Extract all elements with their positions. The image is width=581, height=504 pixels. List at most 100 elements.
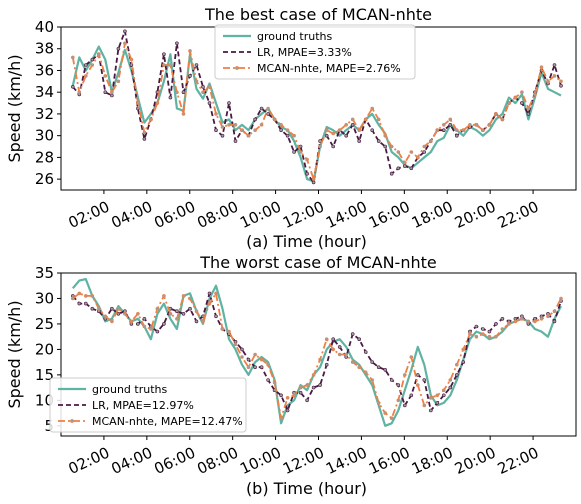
lr-point [181, 311, 186, 316]
chart-title: The worst case of MCAN-nhte [199, 253, 436, 272]
mcan-nhte-point [175, 90, 179, 94]
mcan-nhte-point [253, 352, 257, 357]
mcan-nhte-point [298, 150, 303, 154]
mcan-nhte-point [481, 332, 485, 336]
mcan-nhte-point [285, 395, 290, 400]
mcan-nhte-point [507, 322, 511, 326]
y-tick-label: 35 [35, 264, 54, 282]
mcan-nhte-point [201, 319, 205, 324]
lr-point [292, 150, 296, 154]
x-tick-label: 08:00 [194, 197, 241, 232]
mcan-nhte-point [311, 177, 316, 181]
lr-point [175, 309, 179, 314]
lr-line [72, 292, 562, 412]
lr-point [110, 306, 114, 311]
mcan-nhte-point [142, 324, 147, 329]
mcan-nhte-point [175, 316, 179, 321]
y-tick-label: 28 [35, 148, 54, 166]
y-tick-label: 30 [35, 289, 54, 307]
lr-point [552, 319, 557, 324]
mcan-nhte-point [110, 90, 114, 94]
mcan-nhte-point [279, 416, 283, 421]
lr-point [194, 63, 199, 67]
mcan-nhte-point [90, 63, 95, 67]
mcan-nhte-point [363, 117, 368, 122]
lr-point [344, 133, 349, 138]
mcan-nhte-point [97, 306, 101, 311]
mcan-nhte-point [370, 378, 375, 382]
mcan-nhte-point [272, 380, 277, 385]
lr-point [318, 383, 322, 387]
legend-marker [70, 419, 74, 423]
mcan-nhte-point [520, 90, 524, 94]
mcan-nhte-point [552, 309, 557, 314]
mcan-nhte-point [376, 401, 381, 405]
mcan-nhte-point [259, 123, 264, 127]
mcan-nhte-point [194, 79, 199, 84]
mcan-nhte-point [500, 117, 505, 122]
mcan-nhte-point [389, 416, 394, 421]
lr-point [441, 128, 446, 132]
lr-point [526, 112, 531, 116]
mcan-nhte-point [559, 79, 563, 84]
lr-point [84, 301, 88, 306]
lr-point [389, 171, 394, 176]
mcan-nhte-point [370, 106, 375, 111]
mcan-nhte-point [402, 161, 407, 165]
lr-point [266, 378, 270, 382]
mcan-nhte-point [207, 85, 212, 89]
mcan-nhte-point [539, 316, 544, 321]
lr-point [396, 166, 401, 171]
mcan-nhte-point [84, 74, 88, 78]
x-tick-label: 10:00 [237, 197, 284, 232]
lr-point [350, 123, 355, 127]
lr-point [188, 74, 192, 78]
mcan-nhte-point [350, 360, 355, 364]
lr-point [435, 401, 440, 405]
mcan-nhte-point [155, 306, 160, 311]
lr-point [123, 29, 127, 34]
lr-point [337, 345, 342, 349]
lr-point [305, 398, 309, 403]
mcan-nhte-point [116, 306, 121, 311]
mcan-nhte-point [539, 65, 544, 69]
legend-entry: MCAN-nhte, MAPE=2.76% [257, 62, 401, 75]
lr-point [474, 324, 479, 329]
lr-point [77, 301, 82, 306]
mcan-nhte-point [129, 57, 134, 62]
mcan-nhte-point [507, 101, 511, 105]
mcan-nhte-point [324, 128, 329, 132]
mcan-nhte-point [305, 157, 309, 162]
mcan-nhte-point [552, 74, 557, 78]
lr-point [402, 164, 407, 168]
y-tick-label: 25 [35, 315, 54, 333]
lr-point [487, 329, 492, 334]
mcan-nhte-point [162, 63, 166, 67]
lr-point [370, 128, 375, 132]
mcan-nhte-point [253, 128, 257, 132]
mcan-nhte-point [546, 79, 550, 84]
y-tick-label: 36 [35, 61, 54, 79]
mcan-nhte-point [526, 106, 531, 111]
lr-point [311, 180, 316, 185]
mcan-nhte-point [279, 123, 283, 127]
lr-point [136, 322, 140, 326]
lr-point [259, 106, 264, 111]
mcan-nhte-point [259, 357, 264, 362]
mcan-nhte-point [396, 398, 401, 403]
mcan-nhte-point [487, 123, 492, 127]
mcan-nhte-point [448, 378, 453, 382]
y-tick-label: 30 [35, 127, 54, 145]
x-tick-label: 06:00 [151, 197, 198, 232]
mcan-nhte-point [266, 106, 270, 111]
lr-point [207, 291, 212, 296]
y-axis-label: Speed (km/h) [5, 300, 24, 408]
lr-point [331, 144, 336, 149]
lr-point [298, 390, 303, 395]
lr-point [240, 347, 244, 352]
mcan-nhte-point [383, 133, 388, 138]
lr-point [454, 373, 459, 377]
mcan-nhte-point [422, 144, 427, 149]
lr-point [207, 101, 212, 105]
lr-point [285, 408, 290, 413]
